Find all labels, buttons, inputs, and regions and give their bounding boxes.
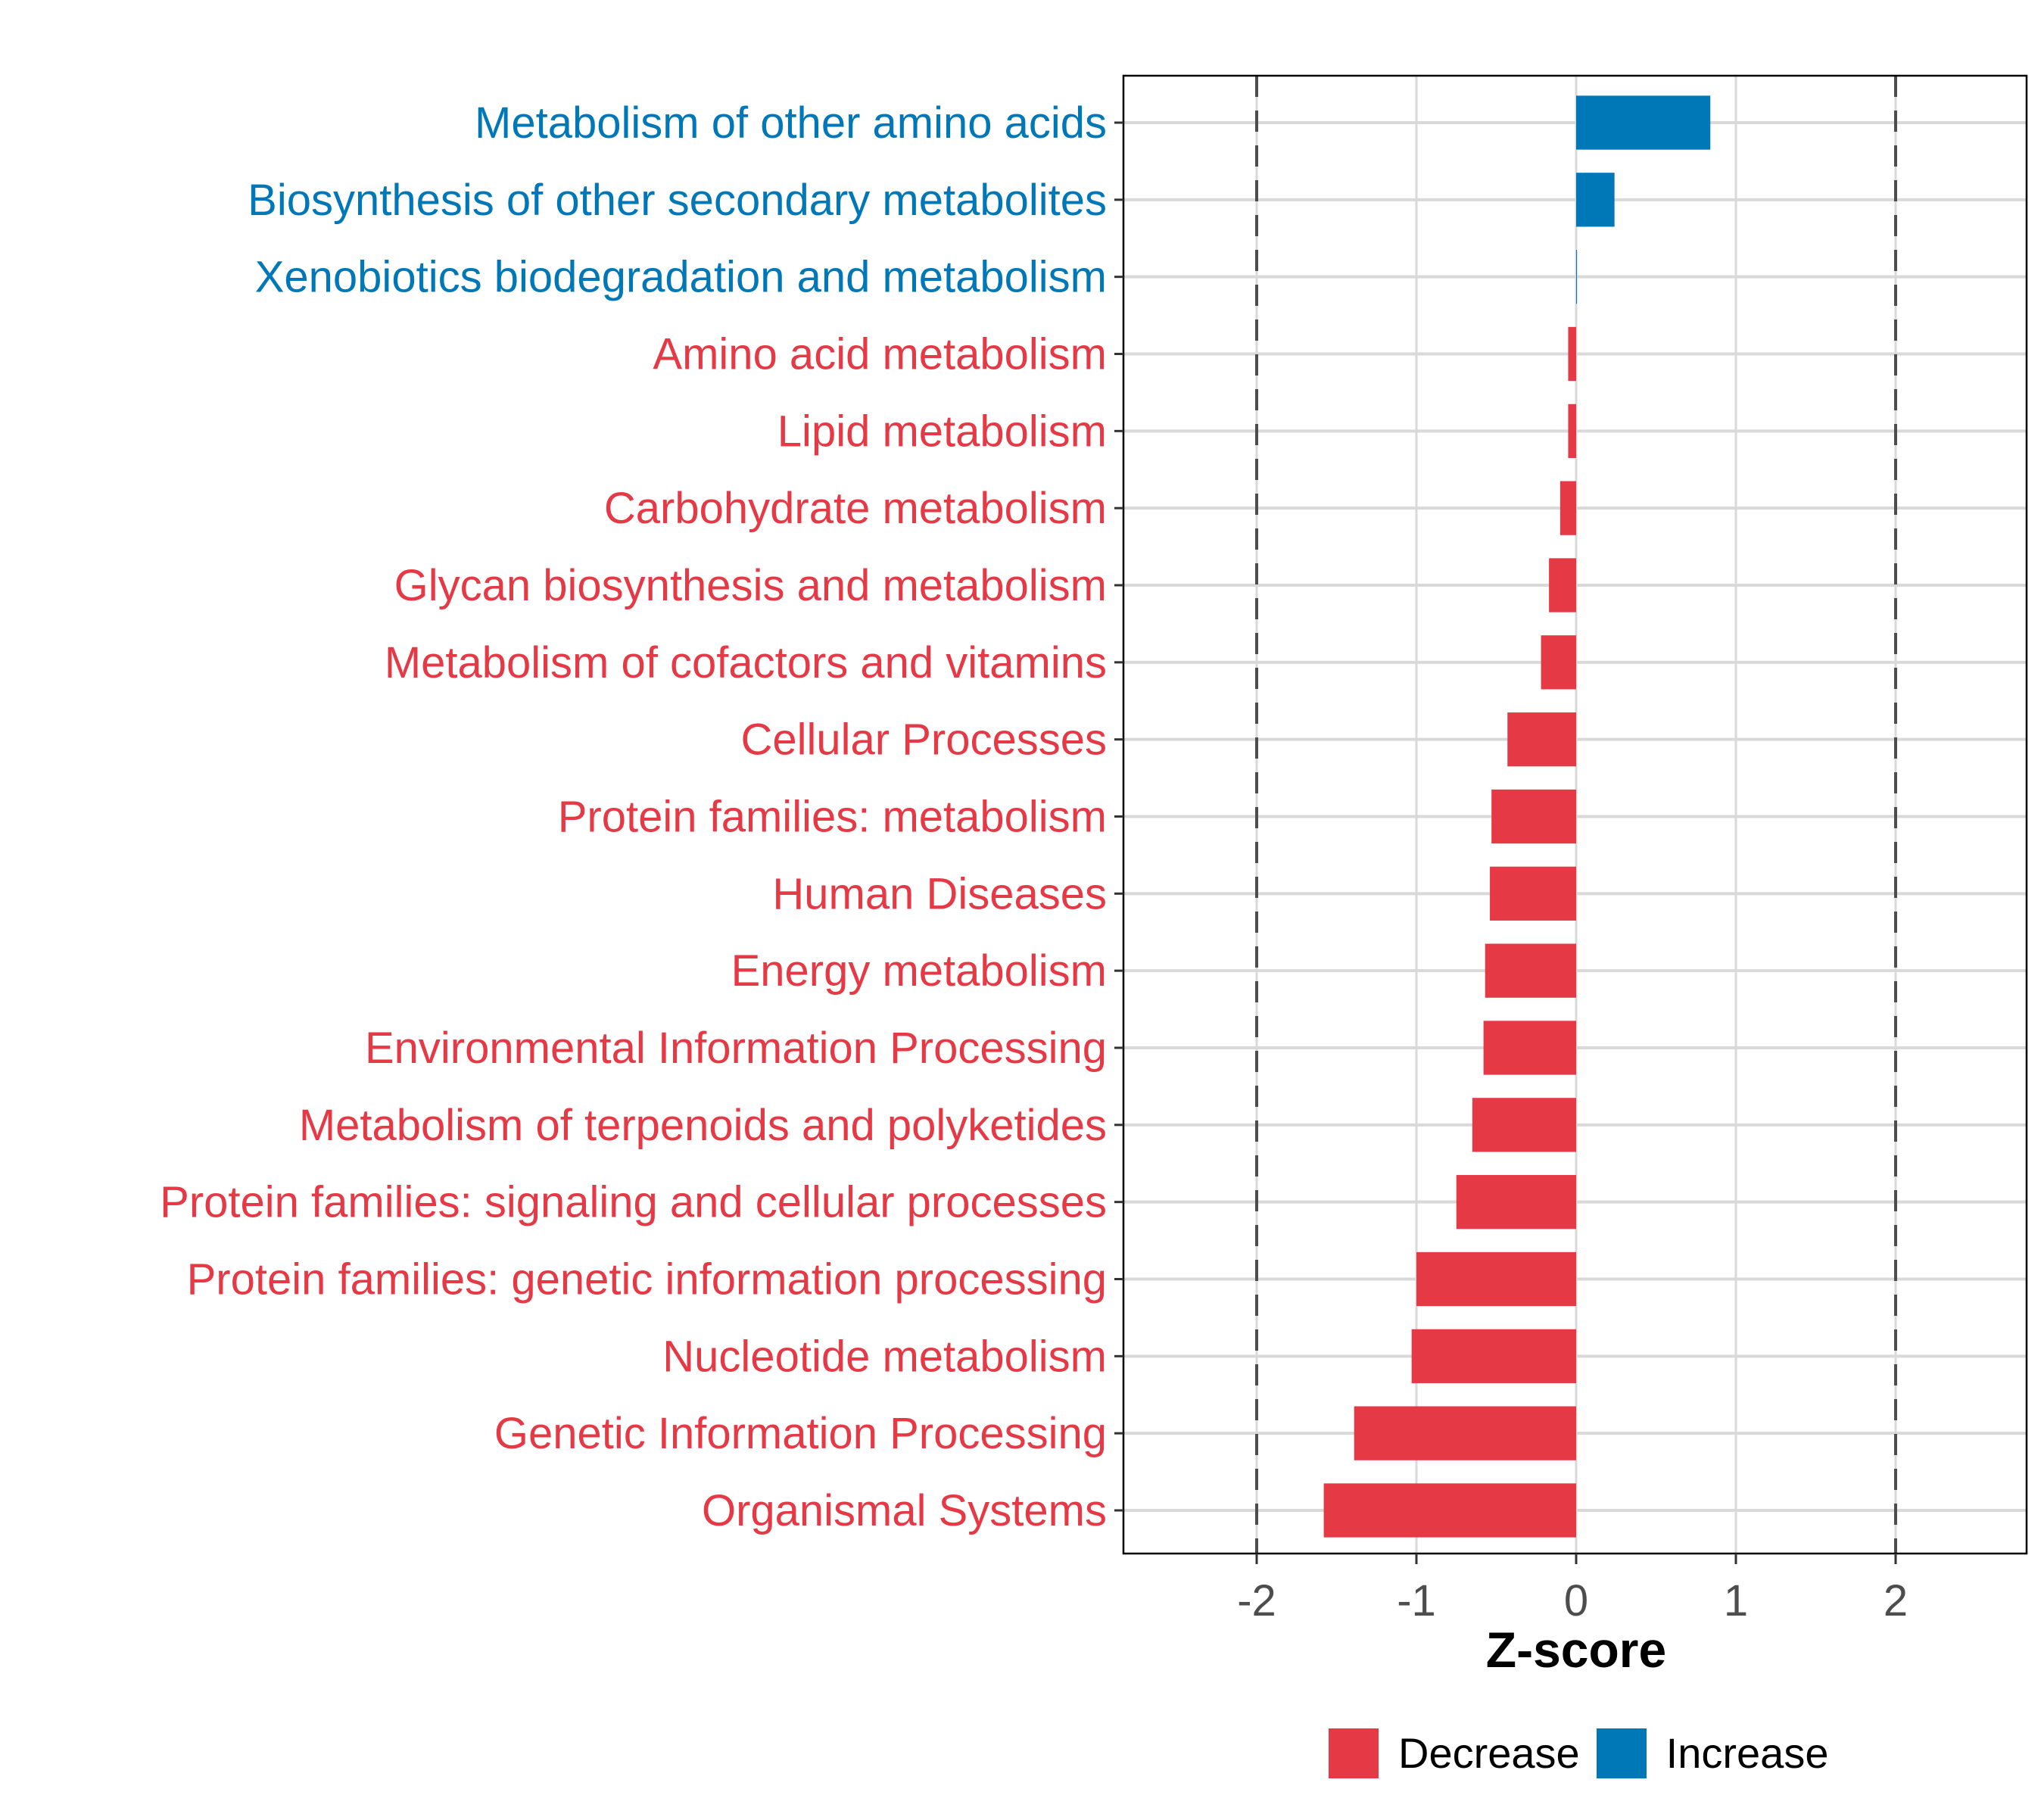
- bar: [1576, 173, 1615, 227]
- bar: [1491, 789, 1576, 844]
- bar: [1559, 481, 1576, 535]
- y-tick-label: Glycan biosynthesis and metabolism: [394, 561, 1107, 610]
- bar: [1483, 1021, 1576, 1075]
- y-tick-label: Carbohydrate metabolism: [604, 484, 1107, 533]
- y-tick-label: Organismal Systems: [702, 1486, 1107, 1535]
- legend-key-decrease: [1329, 1728, 1379, 1778]
- bar: [1411, 1329, 1576, 1383]
- bar: [1472, 1098, 1576, 1152]
- bar: [1507, 712, 1576, 767]
- y-tick-label: Nucleotide metabolism: [662, 1332, 1107, 1381]
- y-axis-ticks: Metabolism of other amino acids Biosynthe…: [160, 98, 1123, 1535]
- y-tick-label: Metabolism of terpenoids and polyketides: [299, 1101, 1107, 1150]
- bar: [1576, 250, 1578, 304]
- bar: [1568, 404, 1576, 458]
- bar: [1541, 635, 1576, 690]
- x-tick-label: 2: [1884, 1576, 1908, 1625]
- legend-item-decrease: Decrease: [1329, 1728, 1580, 1778]
- legend-item-increase: Increase: [1596, 1728, 1829, 1778]
- bar: [1568, 326, 1576, 382]
- legend: Decrease Increase: [1329, 1728, 1845, 1778]
- x-axis-title: Z-score: [1486, 1622, 1666, 1678]
- legend-label-decrease: Decrease: [1398, 1729, 1580, 1777]
- y-tick-label: Environmental Information Processing: [365, 1024, 1107, 1073]
- bar: [1354, 1406, 1576, 1460]
- bar: [1485, 943, 1576, 998]
- x-tick-label: -2: [1237, 1576, 1276, 1625]
- y-tick-label: Biosynthesis of other secondary metaboli…: [248, 176, 1107, 225]
- bar: [1549, 558, 1576, 612]
- x-tick-label: 0: [1564, 1576, 1588, 1625]
- y-tick-label: Amino acid metabolism: [653, 330, 1107, 379]
- bar-layer: [1323, 95, 1711, 1538]
- y-tick-label: Lipid metabolism: [777, 407, 1107, 456]
- x-tick-label: 1: [1724, 1576, 1748, 1625]
- reference-lines: [1255, 76, 1897, 1554]
- bar: [1576, 95, 1711, 150]
- bar: [1490, 866, 1576, 921]
- legend-label-increase: Increase: [1665, 1729, 1829, 1777]
- y-tick-label: Protein families: genetic information pr…: [187, 1255, 1107, 1304]
- y-tick-label: Metabolism of other amino acids: [475, 98, 1107, 148]
- bar: [1416, 1251, 1576, 1307]
- y-tick-label: Cellular Processes: [740, 715, 1107, 765]
- x-tick-label: -1: [1397, 1576, 1436, 1625]
- y-tick-label: Human Diseases: [772, 869, 1107, 918]
- y-tick-label: Protein families: signaling and cellular…: [160, 1178, 1107, 1227]
- bar: [1456, 1175, 1576, 1230]
- y-tick-label: Xenobiotics biodegradation and metabolis…: [255, 253, 1107, 302]
- bar: [1323, 1483, 1576, 1538]
- y-tick-label: Genetic Information Processing: [494, 1409, 1107, 1458]
- x-axis-ticks: -2 -1 0 1 2: [1237, 1554, 1908, 1625]
- y-tick-label: Energy metabolism: [731, 946, 1107, 996]
- y-tick-label: Metabolism of cofactors and vitamins: [385, 638, 1107, 687]
- y-tick-label: Protein families: metabolism: [558, 793, 1107, 842]
- legend-key-increase: [1596, 1728, 1647, 1778]
